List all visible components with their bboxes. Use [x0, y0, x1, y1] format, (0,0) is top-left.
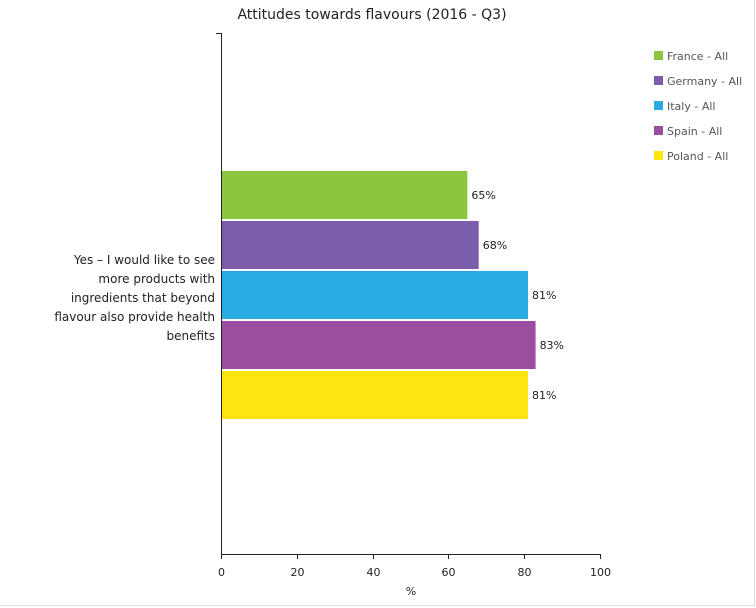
bar-poland-all: [222, 371, 528, 419]
x-tick-label: 60: [442, 566, 456, 579]
x-tick-label: 40: [367, 566, 381, 579]
bars: [222, 171, 536, 419]
bar-italy-all: [222, 271, 528, 319]
data-label: 81%: [532, 389, 556, 402]
legend: France - All Germany - All Italy - All Spai…: [654, 50, 742, 163]
legend-label: France - All: [667, 50, 728, 63]
legend-label: Poland - All: [667, 150, 728, 163]
data-label: 68%: [483, 239, 507, 252]
category-label-line: flavour also provide health: [54, 310, 215, 324]
bar-spain-all: [222, 321, 536, 369]
x-tick-label: 20: [291, 566, 305, 579]
category-label: Yes – I would like to see more products w…: [54, 253, 215, 343]
category-label-line: Yes – I would like to see: [73, 253, 215, 267]
legend-swatch: [654, 126, 663, 135]
x-tick-label: 0: [218, 566, 225, 579]
legend-swatch: [654, 151, 663, 160]
legend-swatch: [654, 101, 663, 110]
legend-label: Germany - All: [667, 75, 742, 88]
bar-france-all: [222, 171, 468, 219]
data-label: 65%: [471, 189, 495, 202]
legend-label: Italy - All: [667, 100, 715, 113]
category-label-line: benefits: [166, 329, 215, 343]
chart-title: Attitudes towards flavours (2016 - Q3): [237, 7, 506, 23]
x-axis-ticks: 0 20 40 60 80 100: [218, 554, 611, 579]
data-labels: 65% 68% 81% 83% 81%: [471, 189, 564, 402]
legend-swatch: [654, 76, 663, 85]
x-tick-label: 80: [518, 566, 532, 579]
legend-swatch: [654, 51, 663, 60]
data-label: 81%: [532, 289, 556, 302]
bar-germany-all: [222, 221, 479, 269]
x-tick-label: 100: [590, 566, 611, 579]
category-label-line: more products with: [98, 272, 215, 286]
x-axis-label: %: [406, 585, 416, 598]
category-label-line: ingredients that beyond: [71, 291, 215, 305]
legend-label: Spain - All: [667, 125, 722, 138]
data-label: 83%: [540, 339, 564, 352]
